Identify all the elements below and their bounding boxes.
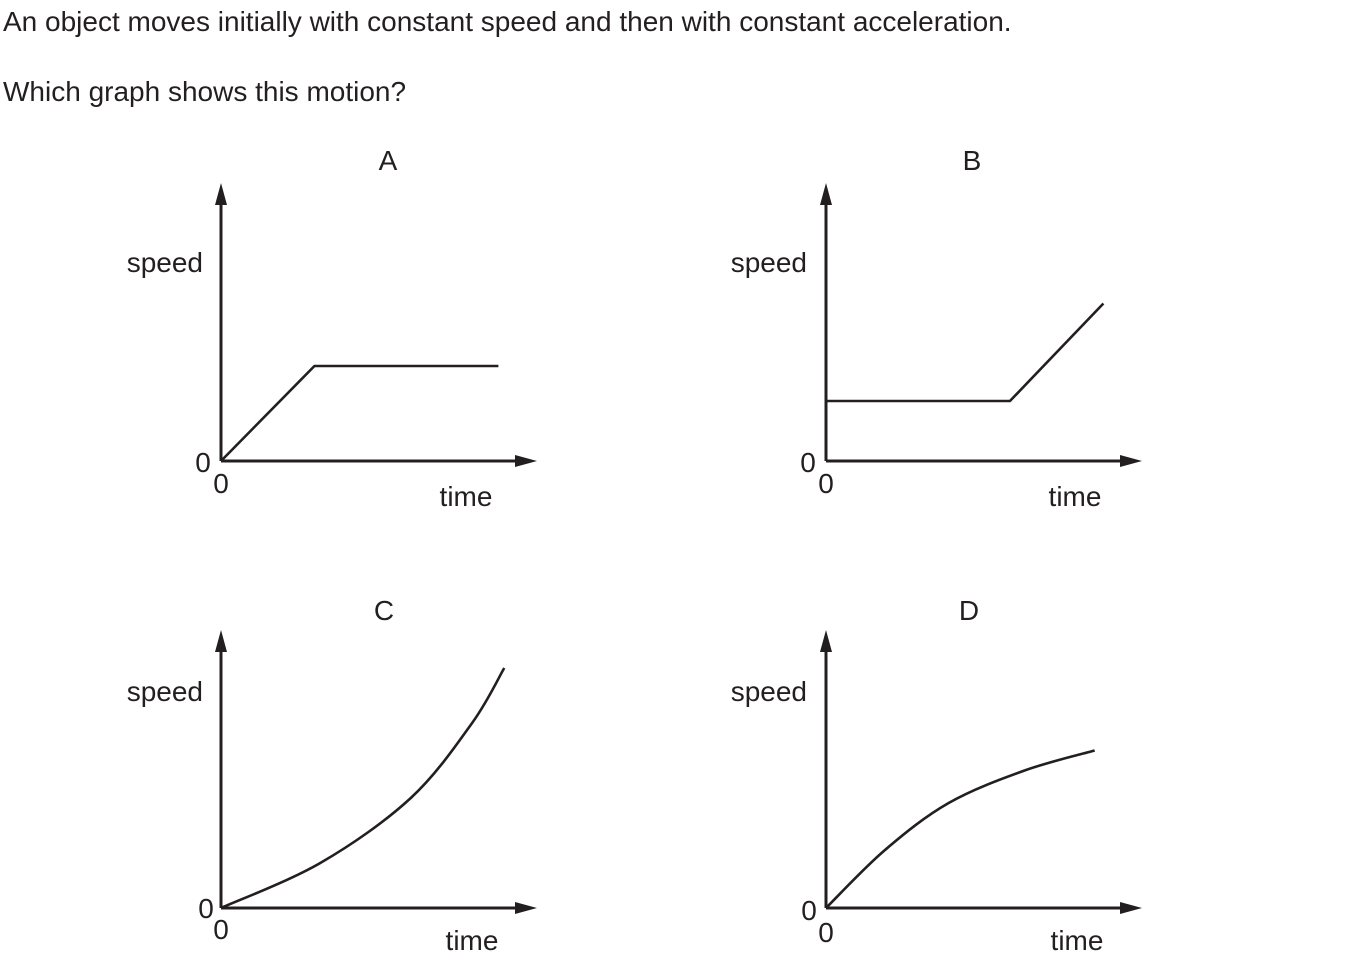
x-axis-arrow-icon [515, 455, 537, 467]
x-axis-label: time [440, 481, 493, 512]
graph-letter: C [374, 595, 394, 626]
y-axis-arrow-icon [215, 630, 227, 652]
x-origin-label: 0 [213, 468, 229, 499]
y-origin-label: 0 [800, 447, 816, 478]
x-axis-label: time [446, 925, 499, 956]
speed-time-curve [220, 364, 499, 462]
y-origin-label: 0 [198, 893, 214, 924]
y-axis-label: speed [731, 247, 807, 278]
x-axis-label: time [1051, 925, 1104, 956]
x-axis-arrow-icon [1120, 902, 1142, 914]
graph-letter: B [963, 145, 982, 176]
x-axis-arrow-icon [1120, 455, 1142, 467]
x-origin-label: 0 [818, 917, 834, 948]
y-axis-label: speed [127, 247, 203, 278]
y-axis-arrow-icon [820, 183, 832, 205]
y-axis-label: speed [127, 676, 203, 707]
speed-time-curve [825, 749, 1095, 909]
x-origin-label: 0 [818, 468, 834, 499]
x-origin-label: 0 [213, 914, 229, 945]
x-axis-label: time [1049, 481, 1102, 512]
y-axis-label: speed [731, 676, 807, 707]
graph-letter: A [379, 145, 398, 176]
question-text: An object moves initially with constant … [3, 6, 1012, 37]
x-axis-arrow-icon [515, 902, 537, 914]
y-axis-arrow-icon [820, 630, 832, 652]
y-axis-arrow-icon [215, 183, 227, 205]
speed-time-curve [220, 667, 506, 910]
question-prompt: Which graph shows this motion? [3, 76, 407, 107]
y-origin-label: 0 [195, 447, 211, 478]
graph-letter: D [959, 595, 979, 626]
speed-time-curve [826, 302, 1105, 403]
y-origin-label: 0 [801, 895, 817, 926]
